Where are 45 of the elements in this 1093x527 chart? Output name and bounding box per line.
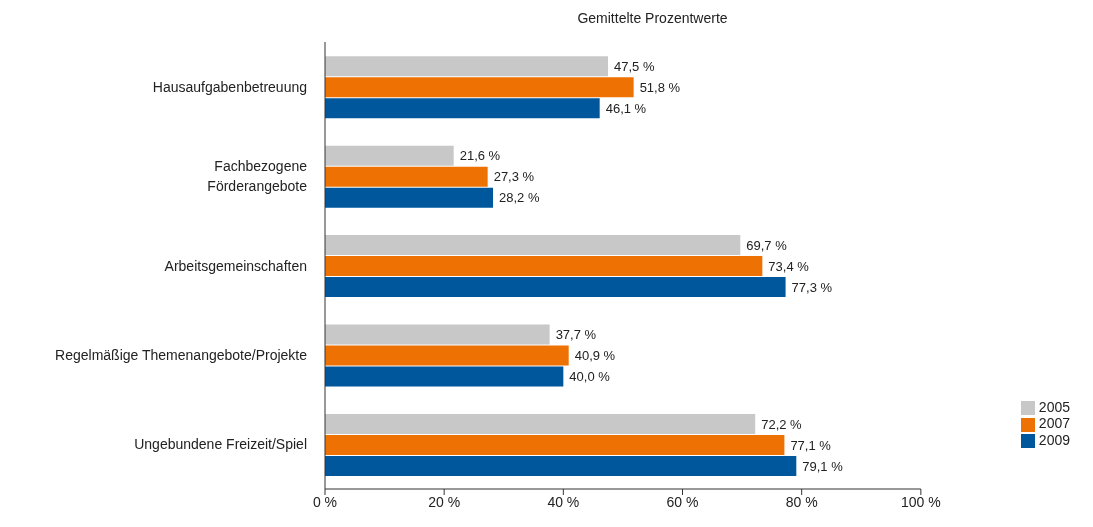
bar [325, 413, 756, 434]
data-label: 77,3 % [791, 279, 833, 295]
bar [325, 345, 569, 366]
y-tick-label: Hausaufgabenbetreuung [152, 78, 307, 95]
x-tick-label: 60 % [666, 493, 699, 510]
data-label: 77,1 % [790, 437, 832, 453]
bar [325, 434, 785, 455]
y-tick-label: Ungebundene Freizeit/Spiel [134, 436, 307, 453]
data-label: 47,5 % [614, 58, 655, 74]
data-label: 51,8 % [639, 79, 681, 95]
bar [325, 277, 786, 298]
x-tick-label: 20 % [428, 493, 461, 510]
data-label: 73,4 % [768, 258, 810, 274]
legend-label: 2009 [1038, 431, 1070, 448]
data-label: 21,6 % [459, 148, 501, 164]
bar [325, 98, 600, 119]
bar [325, 455, 797, 476]
bar [325, 235, 741, 256]
data-label: 69,7 % [746, 237, 788, 253]
data-label: 72,2 % [761, 416, 803, 432]
bar [325, 366, 564, 387]
y-tick-label: Fachbezogene Förderangebote [207, 158, 308, 195]
data-label: 27,3 % [493, 169, 535, 185]
data-label: 40,9 % [574, 348, 616, 364]
legend-label: 2005 [1038, 399, 1070, 415]
x-tick-label: 80 % [785, 493, 818, 510]
data-label: 37,7 % [555, 327, 597, 343]
x-tick-label: 0 % [312, 493, 338, 510]
bar [325, 77, 634, 98]
y-tick-label: Regelmäßige Themenangebote/Projekte [55, 346, 308, 363]
legend-label: 2007 [1038, 415, 1070, 432]
data-label: 46,1 % [605, 100, 647, 116]
bar [325, 324, 550, 345]
x-tick-label: 100 % [900, 493, 941, 510]
chart-title: Gemittelte Prozentwerte [576, 9, 729, 28]
data-label: 40,0 % [569, 369, 611, 385]
x-tick-label: 40 % [547, 493, 580, 510]
bar [325, 187, 494, 208]
data-label: 79,1 % [802, 458, 844, 474]
y-tick-label: Arbeitsgemeinschaften [164, 257, 307, 274]
bar [325, 145, 454, 166]
data-label: 28,2 % [499, 190, 540, 206]
bar [325, 166, 488, 187]
bar [325, 256, 763, 277]
bar [325, 56, 609, 77]
